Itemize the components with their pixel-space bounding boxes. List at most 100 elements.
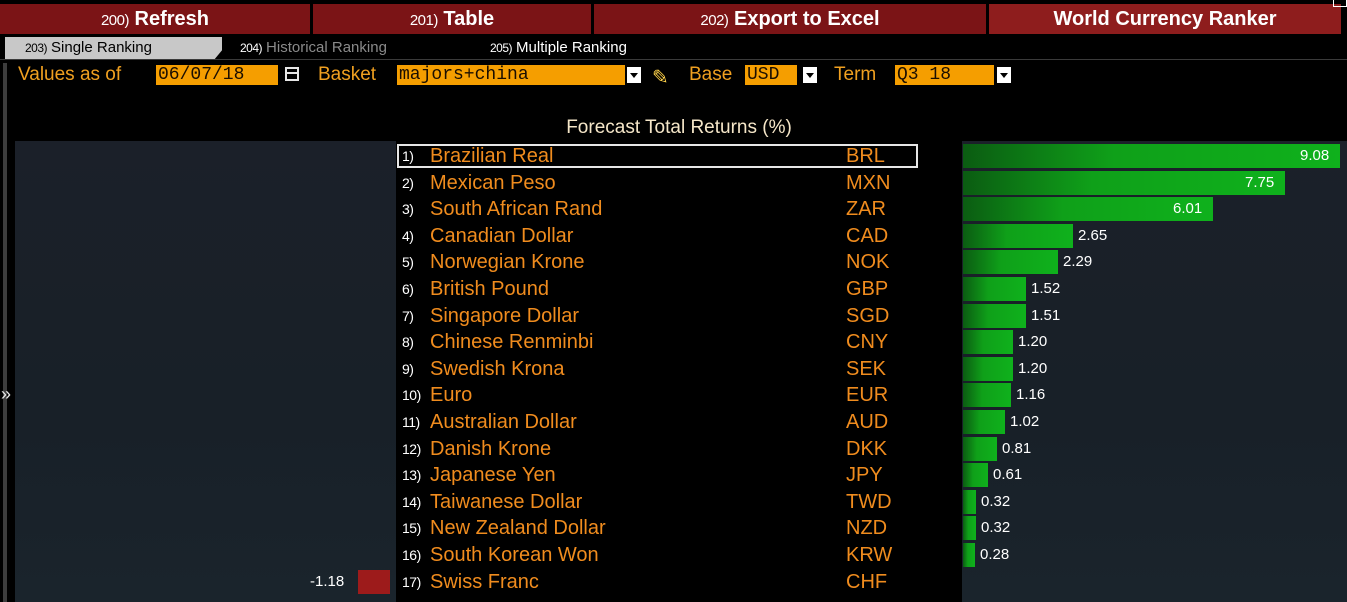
return-value-label: 1.16 [1016, 386, 1046, 403]
rank-number: 6) [402, 281, 414, 297]
ranking-row[interactable]: 11) Australian Dollar AUD [396, 409, 962, 435]
positive-return-bar [963, 197, 1213, 221]
tab-number: 205) [490, 41, 513, 55]
tab-label: Single Ranking [51, 39, 152, 56]
ranking-row[interactable]: 17) Swiss Franc CHF [396, 569, 962, 595]
return-value-label: 9.08 [1300, 147, 1330, 164]
ranking-row[interactable]: 12) Danish Krone DKK [396, 436, 962, 462]
tab-single-ranking[interactable]: 203) Single Ranking [5, 37, 233, 59]
refresh-button[interactable]: 200) Refresh [0, 4, 310, 34]
currency-name: Australian Dollar [430, 411, 577, 433]
currency-name: Singapore Dollar [430, 305, 579, 327]
currency-code: BRL [846, 145, 885, 167]
date-field[interactable]: 06/07/18 [156, 65, 278, 85]
currency-name: New Zealand Dollar [430, 517, 606, 539]
currency-code: EUR [846, 384, 889, 406]
currency-code: AUD [846, 411, 889, 433]
ranking-row[interactable]: 6) British Pound GBP [396, 276, 962, 302]
rank-number: 9) [402, 361, 414, 377]
rank-number: 2) [402, 175, 414, 191]
return-value-label: 2.29 [1063, 253, 1093, 270]
positive-return-bar [963, 144, 1340, 168]
export-excel-button[interactable]: 202) Export to Excel [594, 4, 986, 34]
currency-code: SEK [846, 358, 887, 380]
currency-name: Swedish Krona [430, 358, 565, 380]
export-button-label: Export to Excel [733, 8, 880, 30]
basket-dropdown-icon[interactable] [627, 67, 641, 83]
base-label: Base [689, 64, 733, 85]
rank-number: 13) [402, 467, 421, 483]
currency-name: South Korean Won [430, 544, 599, 566]
ranking-row[interactable]: 8) Chinese Renminbi CNY [396, 329, 962, 355]
currency-name: British Pound [430, 278, 549, 300]
rank-number: 15) [402, 520, 421, 536]
return-value-label: -1.18 [310, 573, 345, 590]
side-collapse-strip[interactable] [3, 63, 7, 602]
tab-historical-ranking[interactable]: 204) Historical Ranking [222, 37, 490, 59]
negative-bar-panel [15, 141, 396, 602]
ranking-row[interactable]: 15) New Zealand Dollar NZD [396, 515, 962, 541]
rank-number: 8) [402, 334, 414, 350]
rank-number: 17) [402, 574, 421, 590]
currency-name: Taiwanese Dollar [430, 491, 583, 513]
ranking-row[interactable]: 2) Mexican Peso MXN [396, 170, 962, 196]
window-corner-icon[interactable] [1333, 0, 1347, 7]
currency-code: NOK [846, 251, 890, 273]
table-button[interactable]: 201) Table [313, 4, 591, 34]
app-title: World Currency Ranker [989, 4, 1341, 34]
ranking-row[interactable]: 14) Taiwanese Dollar TWD [396, 489, 962, 515]
negative-return-bar [358, 570, 390, 594]
positive-return-bar [963, 543, 975, 567]
positive-return-bar [963, 250, 1058, 274]
currency-name: Norwegian Krone [430, 251, 585, 273]
ranking-row[interactable]: 10) Euro EUR [396, 382, 962, 408]
return-value-label: 0.28 [980, 546, 1010, 563]
export-button-number: 202) [700, 12, 729, 29]
rank-number: 7) [402, 308, 414, 324]
base-field[interactable]: USD [745, 65, 797, 85]
currency-name: Swiss Franc [430, 571, 539, 593]
table-button-label: Table [443, 8, 495, 30]
ranking-row[interactable]: 7) Singapore Dollar SGD [396, 303, 962, 329]
selection-box [397, 144, 918, 168]
base-dropdown-icon[interactable] [803, 67, 817, 83]
toolbar: 200) Refresh 201) Table 202) Export to E… [0, 0, 1347, 34]
currency-code: TWD [846, 491, 892, 513]
ranking-row[interactable]: 13) Japanese Yen JPY [396, 462, 962, 488]
ranking-row[interactable]: 9) Swedish Krona SEK [396, 356, 962, 382]
currency-code: NZD [846, 517, 888, 539]
currency-code: KRW [846, 544, 893, 566]
edit-pencil-icon[interactable]: ✎ [652, 67, 669, 89]
ranking-row[interactable]: 16) South Korean Won KRW [396, 542, 962, 568]
positive-return-bar [963, 383, 1011, 407]
currency-name: Japanese Yen [430, 464, 556, 486]
return-value-label: 1.51 [1031, 307, 1061, 324]
expand-chevron-icon[interactable]: » [1, 384, 12, 404]
ranking-row[interactable]: 1) Brazilian Real BRL [396, 143, 962, 169]
rank-number: 11) [402, 414, 420, 430]
positive-return-bar [963, 224, 1073, 248]
ranking-row[interactable]: 3) South African Rand ZAR [396, 196, 962, 222]
positive-return-bar [963, 516, 976, 540]
ranking-row[interactable]: 4) Canadian Dollar CAD [396, 223, 962, 249]
calendar-icon[interactable] [285, 67, 299, 81]
ranking-row[interactable]: 5) Norwegian Krone NOK [396, 249, 962, 275]
positive-return-bar [963, 490, 976, 514]
tab-multiple-ranking[interactable]: 205) Multiple Ranking [472, 37, 720, 59]
tab-number: 204) [240, 41, 263, 55]
return-value-label: 1.20 [1018, 360, 1048, 377]
currency-code: MXN [846, 172, 891, 194]
term-dropdown-icon[interactable] [997, 67, 1011, 83]
tab-label: Multiple Ranking [516, 39, 627, 56]
positive-return-bar [963, 304, 1026, 328]
basket-field[interactable]: majors+china [397, 65, 625, 85]
term-field[interactable]: Q3 18 [895, 65, 994, 85]
rank-number: 1) [402, 148, 414, 164]
basket-label: Basket [318, 64, 377, 85]
currency-code: CAD [846, 225, 889, 247]
currency-name: Mexican Peso [430, 172, 556, 194]
tab-label: Historical Ranking [266, 39, 387, 56]
return-value-label: 1.02 [1010, 413, 1040, 430]
currency-name: Euro [430, 384, 473, 406]
rank-number: 3) [402, 201, 414, 217]
